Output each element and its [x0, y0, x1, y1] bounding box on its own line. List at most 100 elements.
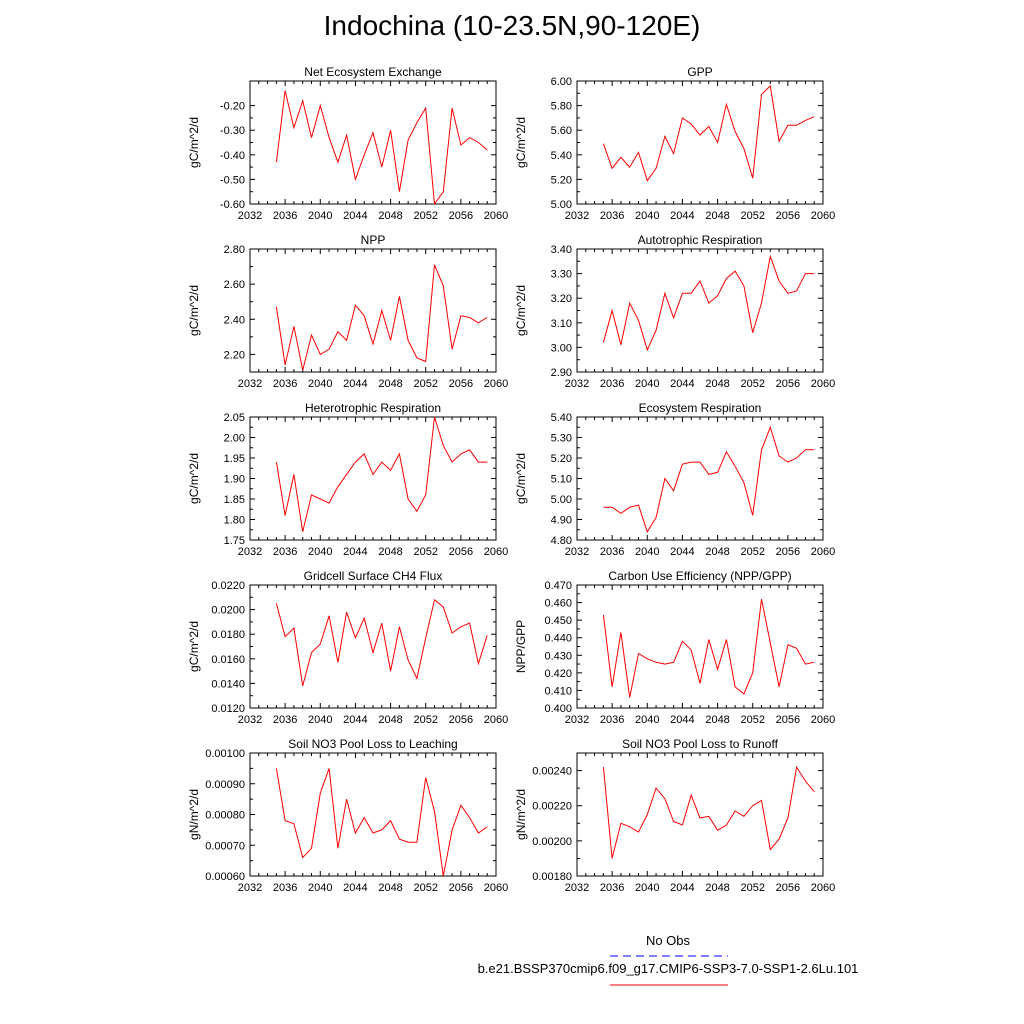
x-tick-label: 2032 [565, 882, 589, 894]
series-line [602, 765, 815, 859]
y-tick-label: 5.20 [551, 453, 572, 465]
y-tick-label: 5.00 [551, 494, 572, 506]
y-tick-label: 0.00090 [205, 779, 245, 791]
x-tick-label: 2048 [705, 210, 729, 222]
y-tick-label: 0.400 [544, 703, 572, 715]
plot-frame [576, 416, 824, 541]
panel-8: Carbon Use Efficiency (NPP/GPP) NPP/GPP 0.… [514, 569, 835, 726]
y-tick-label: 4.80 [551, 535, 572, 547]
y-axis-label: gN/m^2/d [514, 789, 528, 840]
series-line [603, 425, 815, 533]
x-tick-label: 2056 [776, 714, 800, 726]
x-tick-label: 2052 [740, 882, 764, 894]
x-tick-label: 2060 [484, 378, 508, 390]
x-tick-label: 2044 [343, 882, 367, 894]
x-tick-label: 2060 [811, 882, 835, 894]
y-tick-label: -0.30 [220, 125, 245, 137]
y-tick-label: 2.00 [224, 433, 245, 445]
y-tick-label: 1.85 [224, 494, 245, 506]
y-axis-label: gN/m^2/d [187, 789, 201, 840]
y-tick-label: 5.00 [551, 199, 572, 211]
panel-title: GPP [687, 65, 712, 79]
x-tick-label: 2032 [238, 378, 262, 390]
x-tick-label: 2044 [670, 378, 694, 390]
x-tick-label: 2060 [811, 378, 835, 390]
series-line [602, 599, 815, 698]
y-tick-label: 0.00070 [205, 840, 245, 852]
y-axis-label: gC/m^2/d [187, 117, 201, 168]
y-tick-label: 0.420 [544, 668, 572, 680]
panel-4: Autotrophic Respiration gC/m^2/d 2.90 3.00 3… [514, 233, 835, 390]
series-line [602, 84, 815, 182]
legend: No Obs b.e21.BSSP370cmip6.f09_g17.CMIP6-S… [478, 933, 858, 986]
y-tick-label: 1.95 [224, 453, 245, 465]
plot-frame [576, 752, 824, 877]
panel-title: Ecosystem Respiration [639, 401, 762, 415]
x-tick-label: 2060 [811, 714, 835, 726]
x-tick-label: 2036 [600, 714, 624, 726]
x-tick-label: 2032 [565, 210, 589, 222]
y-axis-label: gC/m^2/d [514, 453, 528, 504]
y-tick-label: 0.410 [544, 685, 572, 697]
y-tick-label: -0.50 [220, 174, 245, 186]
plot-frame [249, 752, 497, 877]
x-tick-label: 2056 [449, 378, 473, 390]
series-line [275, 598, 488, 687]
x-tick-label: 2048 [705, 714, 729, 726]
y-tick-label: 2.60 [224, 279, 245, 291]
x-tick-label: 2052 [413, 882, 437, 894]
y-tick-label: 3.00 [551, 342, 572, 354]
x-tick-label: 2052 [413, 210, 437, 222]
y-tick-label: 2.20 [224, 349, 245, 361]
y-tick-label: 0.460 [544, 598, 572, 610]
x-tick-label: 2040 [635, 210, 659, 222]
x-tick-label: 2056 [776, 210, 800, 222]
y-axis-label: NPP/GPP [514, 620, 528, 673]
x-tick-label: 2052 [413, 378, 437, 390]
x-tick-label: 2060 [484, 714, 508, 726]
series-line [275, 264, 488, 371]
panel-title: Gridcell Surface CH4 Flux [304, 569, 443, 583]
figure-title: Indochina (10-23.5N,90-120E) [323, 10, 701, 41]
y-tick-label: 5.40 [551, 150, 572, 162]
y-tick-label: 5.80 [551, 101, 572, 113]
x-tick-label: 2048 [705, 378, 729, 390]
series-line [275, 768, 488, 877]
x-tick-label: 2052 [740, 546, 764, 558]
x-tick-label: 2036 [600, 546, 624, 558]
x-tick-label: 2040 [635, 714, 659, 726]
y-tick-label: 3.10 [551, 318, 572, 330]
x-tick-label: 2044 [343, 714, 367, 726]
panel-title: Soil NO3 Pool Loss to Runoff [622, 737, 779, 751]
panel-3: NPP gC/m^2/d 2.20 2.40 2.60 2.80 2032 2036 2040 2… [187, 233, 508, 390]
panel-title: Heterotrophic Respiration [305, 401, 441, 415]
panel-title: NPP [361, 233, 386, 247]
x-tick-label: 2060 [484, 546, 508, 558]
x-tick-label: 2044 [670, 210, 694, 222]
x-tick-label: 2056 [776, 378, 800, 390]
y-tick-label: 5.30 [551, 433, 572, 445]
y-tick-label: 2.40 [224, 314, 245, 326]
series-line [275, 90, 488, 206]
x-tick-label: 2036 [600, 378, 624, 390]
x-tick-label: 2040 [308, 210, 332, 222]
x-tick-label: 2048 [378, 882, 402, 894]
y-tick-label: 5.40 [551, 412, 572, 424]
y-tick-label: 0.00100 [205, 748, 245, 760]
panel-title: Soil NO3 Pool Loss to Leaching [288, 737, 457, 751]
x-tick-label: 2056 [776, 882, 800, 894]
y-tick-label: 0.00220 [532, 801, 572, 813]
x-tick-label: 2040 [635, 546, 659, 558]
x-tick-label: 2048 [378, 546, 402, 558]
panel-10: Soil NO3 Pool Loss to Runoff gN/m^2/d 0.00… [514, 737, 835, 894]
series-line [602, 254, 815, 352]
y-tick-label: 3.20 [551, 293, 572, 305]
x-tick-label: 2060 [811, 210, 835, 222]
panel-6: Ecosystem Respiration gC/m^2/d 4.80 4.90 5.0… [514, 401, 835, 558]
y-tick-label: -0.20 [220, 101, 245, 113]
x-tick-label: 2036 [600, 210, 624, 222]
x-tick-label: 2048 [378, 714, 402, 726]
y-axis-label: gC/m^2/d [187, 285, 201, 336]
x-tick-label: 2036 [600, 882, 624, 894]
plot-frame [249, 248, 497, 373]
